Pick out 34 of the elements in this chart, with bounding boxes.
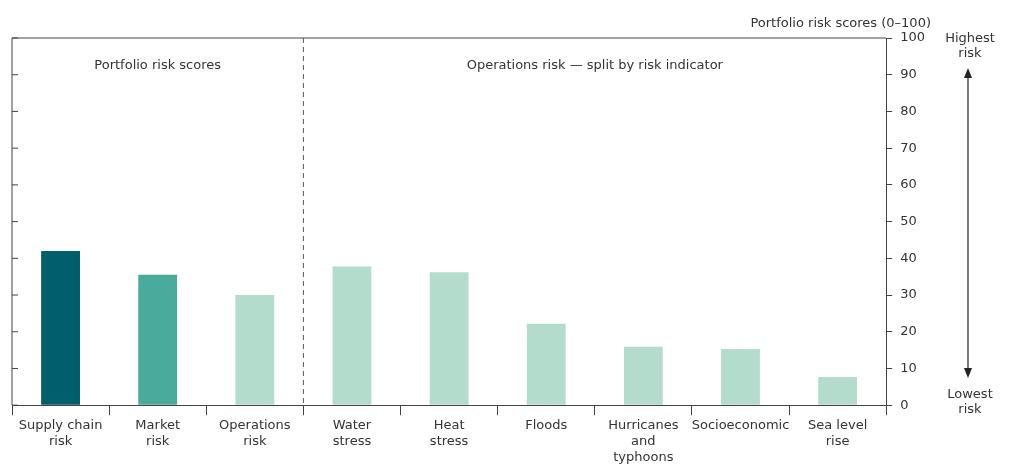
y-tick-label: 70 <box>900 139 917 155</box>
x-tick-label: Operations risk <box>219 417 291 448</box>
y-tick-label: 80 <box>900 102 917 118</box>
x-tick-label: Supply chain risk <box>18 417 103 448</box>
y-tick-label: 90 <box>900 66 917 82</box>
bar <box>623 346 663 405</box>
x-tick-label: Market risk <box>135 417 181 448</box>
bar <box>138 274 178 405</box>
x-tick-label: Heat stress <box>429 417 469 448</box>
y-tick-label: 10 <box>900 359 917 375</box>
bar <box>429 272 469 405</box>
bar <box>41 250 80 405</box>
y-tick-label: 0 <box>900 396 909 412</box>
x-tick-label: Hurricanes and typhoons <box>608 417 679 464</box>
text: Highest risk <box>944 30 996 60</box>
y-tick-label: 30 <box>900 286 917 302</box>
x-tick-label: Floods <box>525 417 568 433</box>
x-tick-label: Sea level rise <box>807 417 868 448</box>
y-tick-label: 40 <box>900 249 917 265</box>
text: Lowest risk <box>946 386 994 416</box>
y-tick-label: 100 <box>900 29 926 45</box>
bar <box>332 266 372 405</box>
y-axis-title: Portfolio risk scores (0–100) <box>750 15 931 31</box>
bar <box>526 323 566 405</box>
y-tick-label: 50 <box>900 212 917 228</box>
bar <box>818 376 858 405</box>
bar <box>235 295 275 405</box>
annotation: Portfolio risk scores <box>94 57 222 73</box>
y-tick-label: 20 <box>900 323 917 339</box>
x-tick-label: Water stress <box>332 417 372 448</box>
bar <box>721 349 760 405</box>
annotation: Operations risk — split by risk indicator <box>466 57 724 73</box>
y-tick-label: 60 <box>900 176 917 192</box>
x-tick-label: Socioeconomic <box>691 417 790 433</box>
